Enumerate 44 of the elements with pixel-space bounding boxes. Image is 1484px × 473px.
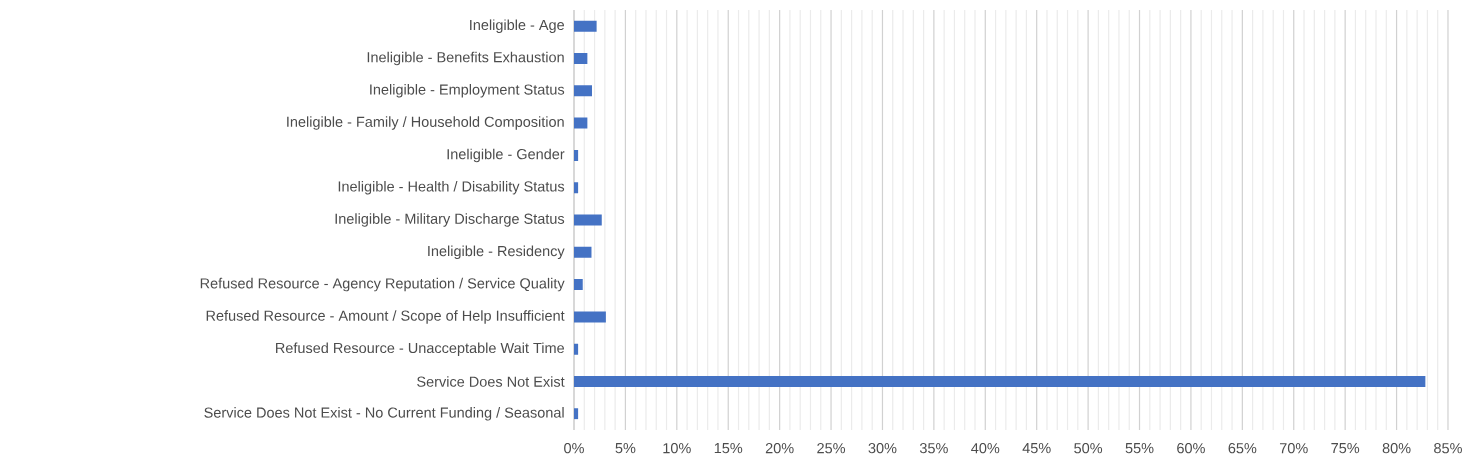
- x-tick-label: 50%: [1074, 443, 1103, 454]
- bar: [574, 246, 592, 258]
- y-tick-label: Ineligible - Military Discharge Status: [335, 213, 565, 227]
- x-tick-label: 20%: [765, 443, 794, 454]
- y-tick-label: Ineligible - Family / Household Composition: [287, 116, 564, 130]
- bar: [574, 117, 588, 129]
- y-tick-label: Refused Resource - Amount / Scope of Help Insufficient: [206, 310, 565, 324]
- x-tick-label: 25%: [817, 443, 846, 454]
- x-tick-label: 0%: [564, 443, 584, 454]
- y-tick-label: Service Does Not Exist: [417, 376, 565, 387]
- y-tick-label: Ineligible - Benefits Exhaustion: [367, 51, 564, 66]
- bar: [574, 408, 579, 420]
- x-tick-label: 35%: [919, 443, 948, 454]
- x-tick-label: 30%: [868, 443, 897, 454]
- x-tick-label: 65%: [1228, 443, 1257, 454]
- x-tick-label: 60%: [1177, 443, 1205, 454]
- bar: [574, 343, 579, 355]
- x-tick-label: 10%: [663, 443, 691, 454]
- x-tick-label: 40%: [971, 443, 1000, 454]
- y-tick-label: Refused Resource - Agency Reputation / Service Quality: [200, 277, 565, 292]
- x-tick-label: 5%: [615, 443, 636, 454]
- x-tick-label: 15%: [714, 443, 743, 454]
- bar: [574, 149, 579, 161]
- y-tick-label: Ineligible - Employment Status: [370, 84, 565, 98]
- x-tick-label: 70%: [1279, 443, 1308, 454]
- bar: [574, 52, 588, 64]
- x-tick-label: 45%: [1022, 443, 1051, 454]
- y-tick-label: Refused Resource - Unacceptable Wait Time: [276, 342, 565, 356]
- x-tick-label: 80%: [1382, 443, 1411, 454]
- y-tick-label: Ineligible - Residency: [428, 245, 565, 260]
- bar: [574, 311, 606, 323]
- x-tick-label: 55%: [1125, 443, 1154, 454]
- x-tick-label: 75%: [1331, 443, 1360, 454]
- y-tick-label: Ineligible - Gender: [447, 148, 565, 163]
- bar: [574, 182, 579, 194]
- bar: [574, 279, 583, 291]
- bar: [574, 85, 592, 97]
- x-tick-label: 85%: [1434, 443, 1462, 454]
- y-tick-label: Service Does Not Exist - No Current Funding / Seasonal: [204, 407, 564, 421]
- y-tick-label: Ineligible - Health / Disability Status: [338, 180, 565, 195]
- bar: [574, 214, 602, 226]
- bar: [574, 376, 1426, 388]
- y-tick-label: Ineligible - Age: [470, 19, 565, 33]
- bar: [574, 20, 597, 32]
